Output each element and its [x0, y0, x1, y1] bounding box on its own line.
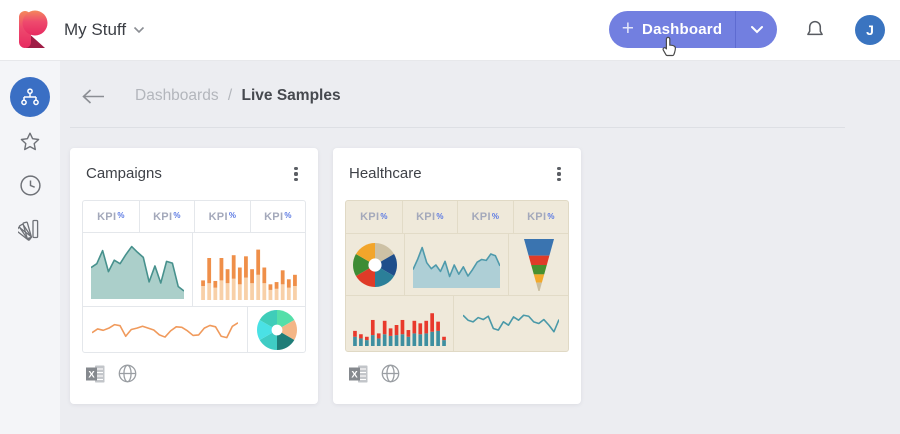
mini-area-chart: [83, 233, 192, 306]
plus-icon: +: [621, 17, 635, 40]
mini-area-chart: [403, 234, 508, 295]
chevron-down-icon: [750, 26, 763, 34]
create-dashboard-label: Dashboard: [642, 21, 723, 38]
workspace-label: My Stuff: [64, 20, 127, 39]
data-source-icons: X: [349, 364, 400, 383]
breadcrumb-parent-link[interactable]: Dashboards: [135, 87, 219, 104]
excel-source-icon: X: [86, 365, 105, 382]
kpi-widget: KPI%: [194, 201, 250, 232]
web-globe-source-icon: [381, 364, 400, 383]
workspace-switcher[interactable]: My Stuff: [64, 0, 145, 60]
sample-gallery-icon: [18, 219, 39, 241]
card-menu-kebab-icon[interactable]: [549, 162, 569, 186]
notifications-bell-icon[interactable]: [803, 18, 827, 42]
sidebar-item-recents[interactable]: [0, 174, 60, 197]
dashboards-sitemap-icon: [21, 88, 39, 106]
left-sidebar: [0, 60, 60, 434]
mini-stacked-bar-chart: [191, 233, 305, 306]
active-nav-highlight: [10, 77, 50, 117]
mini-line-chart: [452, 296, 568, 351]
kpi-widget: KPI%: [360, 211, 388, 223]
breadcrumb: Dashboards / Live Samples: [135, 87, 341, 105]
kpi-widget: KPI%: [249, 201, 306, 232]
data-source-icons: X: [86, 364, 137, 383]
chevron-down-icon: [133, 26, 145, 34]
excel-source-icon: X: [349, 365, 368, 382]
star-icon: [20, 132, 40, 151]
user-avatar[interactable]: J: [855, 15, 885, 45]
kpi-widget: KPI%: [97, 210, 125, 223]
web-globe-source-icon: [118, 364, 137, 383]
sidebar-item-samples[interactable]: [0, 217, 60, 241]
card-title: Campaigns: [86, 165, 162, 182]
dashboard-thumbnail: KPI% KPI% KPI% KPI%: [82, 200, 306, 353]
mini-line-chart: [83, 307, 247, 352]
kpi-widget: KPI%: [512, 201, 569, 233]
avatar-initial: J: [866, 22, 874, 38]
breadcrumb-separator: /: [227, 87, 233, 104]
dashboard-card-campaigns[interactable]: Campaigns KPI% KPI% KPI% KPI%: [70, 148, 318, 404]
sidebar-item-dashboards[interactable]: [0, 77, 60, 117]
clock-icon: [19, 175, 41, 196]
svg-text:X: X: [351, 369, 358, 380]
kpi-widget: KPI%: [401, 201, 458, 233]
card-title: Healthcare: [349, 165, 422, 182]
kpi-widget: KPI%: [138, 201, 195, 232]
mini-funnel-chart: [508, 234, 568, 295]
app-logo-icon[interactable]: [14, 9, 52, 51]
create-dashboard-split-button: + Dashboard: [609, 11, 777, 48]
header-divider: [70, 127, 845, 128]
sidebar-item-favorites[interactable]: [0, 130, 60, 154]
mini-stacked-bar-chart: [346, 296, 453, 351]
back-arrow-icon[interactable]: [80, 88, 106, 105]
create-menu-caret[interactable]: [736, 11, 777, 48]
mini-donut-chart: [346, 234, 404, 295]
create-dashboard-button[interactable]: + Dashboard: [609, 11, 735, 48]
dashboard-card-healthcare[interactable]: Healthcare KPI% KPI% KPI% KPI%: [333, 148, 581, 404]
mini-donut-chart: [247, 307, 305, 352]
svg-text:X: X: [88, 369, 95, 380]
dashboard-thumbnail: KPI% KPI% KPI% KPI%: [345, 200, 569, 352]
breadcrumb-current: Live Samples: [241, 87, 341, 104]
kpi-widget: KPI%: [457, 201, 513, 233]
top-bar: My Stuff + Dashboard J: [0, 0, 900, 60]
button-divider: [735, 11, 736, 48]
card-menu-kebab-icon[interactable]: [286, 162, 306, 186]
